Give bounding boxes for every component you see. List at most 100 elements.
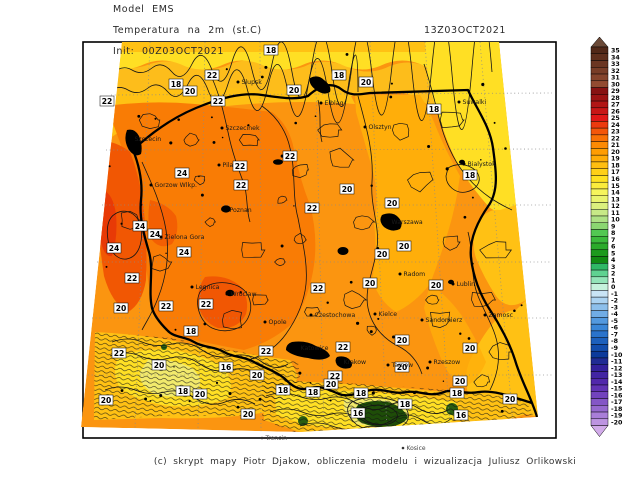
town-dot bbox=[169, 141, 173, 145]
minor-contour-ring bbox=[425, 294, 440, 305]
town-dot bbox=[159, 393, 163, 398]
colorbar-tick-label: 6 bbox=[611, 244, 616, 251]
init-time: Init: 00Z03OCT2021 bbox=[113, 46, 224, 57]
town-dot bbox=[377, 317, 380, 320]
contour-label: 20 bbox=[502, 393, 518, 405]
colorbar-segment bbox=[590, 378, 609, 386]
city-dot bbox=[224, 208, 228, 212]
contour-label: 20 bbox=[394, 361, 410, 373]
svg-text:20: 20 bbox=[326, 380, 337, 389]
colorbar-segment bbox=[590, 405, 609, 413]
contour-label: 16 bbox=[350, 407, 366, 419]
colorbar-tick-label: 16 bbox=[611, 176, 620, 183]
city-marker: Legnica bbox=[190, 284, 220, 291]
city-marker: Zamosc bbox=[483, 312, 514, 319]
minor-contour-ring bbox=[343, 290, 368, 309]
city-label: Pila bbox=[223, 162, 234, 169]
city-label: Wroclaw bbox=[231, 291, 257, 298]
colorbar-tick-label: 2 bbox=[611, 271, 615, 278]
colorbar-segment bbox=[590, 249, 609, 257]
minor-contour-ring bbox=[329, 147, 355, 168]
colorbar-segment bbox=[590, 229, 609, 237]
svg-text:22: 22 bbox=[161, 302, 172, 311]
city-dot bbox=[129, 137, 133, 141]
contour-label: 20 bbox=[384, 197, 400, 209]
svg-text:20: 20 bbox=[342, 185, 353, 194]
colorbar-segment bbox=[590, 384, 609, 392]
svg-text:24: 24 bbox=[109, 244, 120, 253]
svg-text:16: 16 bbox=[353, 409, 364, 418]
town-dot bbox=[471, 196, 474, 199]
town-dot bbox=[371, 391, 375, 395]
colorbar-segment bbox=[590, 161, 609, 169]
contour-label: 16 bbox=[453, 409, 469, 421]
svg-text:20: 20 bbox=[377, 250, 388, 259]
town-dot bbox=[177, 118, 180, 121]
contour-label: 22 bbox=[210, 95, 226, 107]
colorbar-segment bbox=[590, 141, 609, 149]
colorbar-tick-label: 12 bbox=[611, 203, 620, 210]
city-label: Olsztyn bbox=[369, 124, 392, 131]
town-dot bbox=[427, 144, 431, 149]
colorbar-segment bbox=[590, 398, 609, 406]
svg-text:22: 22 bbox=[102, 97, 113, 106]
town-dot bbox=[329, 399, 332, 402]
svg-text:16: 16 bbox=[456, 411, 467, 420]
contour-label: 20 bbox=[362, 277, 378, 289]
contour-label: 22 bbox=[124, 272, 140, 284]
colorbar-tick-label: 7 bbox=[611, 237, 615, 244]
contour-label: 20 bbox=[462, 342, 478, 354]
svg-text:18: 18 bbox=[186, 327, 197, 336]
city-marker: Warszawa bbox=[386, 219, 423, 226]
town-dot bbox=[225, 68, 228, 71]
graticule-grid bbox=[88, 42, 553, 432]
small-town-dots bbox=[105, 52, 523, 413]
urban-area-blobs bbox=[125, 76, 465, 369]
colorbar-tick-label: -8 bbox=[611, 338, 618, 345]
colorbar-segment bbox=[590, 134, 609, 142]
minor-contour-ring bbox=[183, 132, 200, 147]
colorbar-tick-label: 5 bbox=[611, 250, 615, 257]
town-dot bbox=[174, 328, 177, 331]
colorbar-tick-label: -15 bbox=[611, 386, 622, 393]
city-marker: Olsztyn bbox=[363, 124, 392, 131]
svg-text:22: 22 bbox=[236, 181, 247, 190]
colorbar-segment bbox=[590, 310, 609, 318]
town-dot bbox=[212, 140, 216, 144]
header-block: Model EMS Temperatura na 2m (st.C) Init:… bbox=[113, 4, 262, 58]
colorbar-tick-label: -1 bbox=[611, 291, 618, 298]
svg-text:18: 18 bbox=[429, 105, 440, 114]
city-marker: Rzeszow bbox=[428, 359, 460, 366]
city-label: Szczecinek bbox=[226, 125, 260, 132]
minor-contour-ring bbox=[238, 134, 260, 147]
town-dot bbox=[326, 301, 329, 304]
svg-text:20: 20 bbox=[243, 410, 254, 419]
svg-text:20: 20 bbox=[289, 86, 300, 95]
colorbar-tick-label: 17 bbox=[611, 169, 620, 176]
town-dot bbox=[108, 165, 111, 168]
svg-text:20: 20 bbox=[361, 78, 372, 87]
svg-text:22: 22 bbox=[207, 71, 218, 80]
colorbar-tick-label: 25 bbox=[611, 115, 620, 122]
colorbar-tick-label: 22 bbox=[611, 135, 620, 142]
colorbar-segment bbox=[590, 175, 609, 183]
svg-text:22: 22 bbox=[285, 152, 296, 161]
city-marker: Czestochowa bbox=[309, 312, 355, 319]
contour-label: 22 bbox=[233, 179, 249, 191]
contour-label: 20 bbox=[113, 302, 129, 314]
contour-label: 22 bbox=[198, 298, 214, 310]
city-dot bbox=[338, 360, 342, 364]
town-dot bbox=[294, 121, 298, 125]
contour-label: 20 bbox=[192, 388, 208, 400]
city-dot bbox=[386, 220, 390, 224]
colorbar-segment bbox=[590, 154, 609, 163]
town-dot bbox=[389, 95, 393, 99]
town-dot bbox=[120, 389, 124, 392]
minor-contour-ring bbox=[274, 258, 286, 267]
city-label: Kielce bbox=[379, 311, 398, 318]
svg-text:20: 20 bbox=[455, 377, 466, 386]
contour-label: 18 bbox=[263, 44, 279, 56]
svg-text:22: 22 bbox=[261, 347, 272, 356]
svg-text:18: 18 bbox=[356, 389, 367, 398]
town-dot bbox=[520, 304, 523, 307]
